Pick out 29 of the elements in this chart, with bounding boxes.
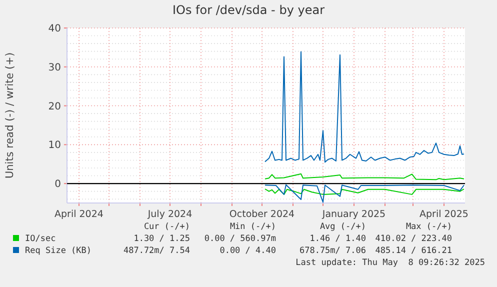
x-tick-label: April 2025 <box>420 209 468 220</box>
line-series <box>264 51 464 163</box>
x-tick-label: July 2024 <box>146 209 192 220</box>
y-tick-label: 20 <box>48 101 61 112</box>
x-tick-label: January 2025 <box>321 209 386 220</box>
text: 487.72m/ 7.54 <box>123 246 190 256</box>
text: 1.46 / 1.40 <box>310 234 366 244</box>
x-tick-label: April 2024 <box>54 209 104 220</box>
y-tick-label: 10 <box>48 140 61 152</box>
text: 485.14 / 616.21 <box>375 246 452 256</box>
text: 678.75m/ 7.06 <box>299 246 366 256</box>
y-tick-label: 0 <box>54 179 61 190</box>
chart-title: IOs for /dev/sda - by year <box>172 3 325 17</box>
x-tick-label: October 2024 <box>229 209 295 220</box>
y-axis-title: Units read (-) / write (+) <box>4 52 16 179</box>
text: 0.00 / 560.97m <box>204 234 276 244</box>
text: Last update: Thu May 8 09:26:32 2025 <box>296 258 485 268</box>
text: Min (-/+) <box>230 222 276 232</box>
text: Max (-/+) <box>406 222 452 232</box>
text: Avg (-/+) <box>320 222 366 232</box>
text: 410.02 / 223.40 <box>375 234 452 244</box>
y-tick-label: 30 <box>48 62 61 74</box>
line-series <box>264 184 464 203</box>
y-tick-label: 40 <box>48 24 61 34</box>
legend-label: Req Size (KB) <box>25 246 92 256</box>
text: 1.30 / 1.25 <box>134 234 190 244</box>
text: 0.00 / 4.40 <box>220 246 276 256</box>
text: Cur (-/+) <box>144 222 190 232</box>
legend-label: IO/sec <box>25 234 56 244</box>
